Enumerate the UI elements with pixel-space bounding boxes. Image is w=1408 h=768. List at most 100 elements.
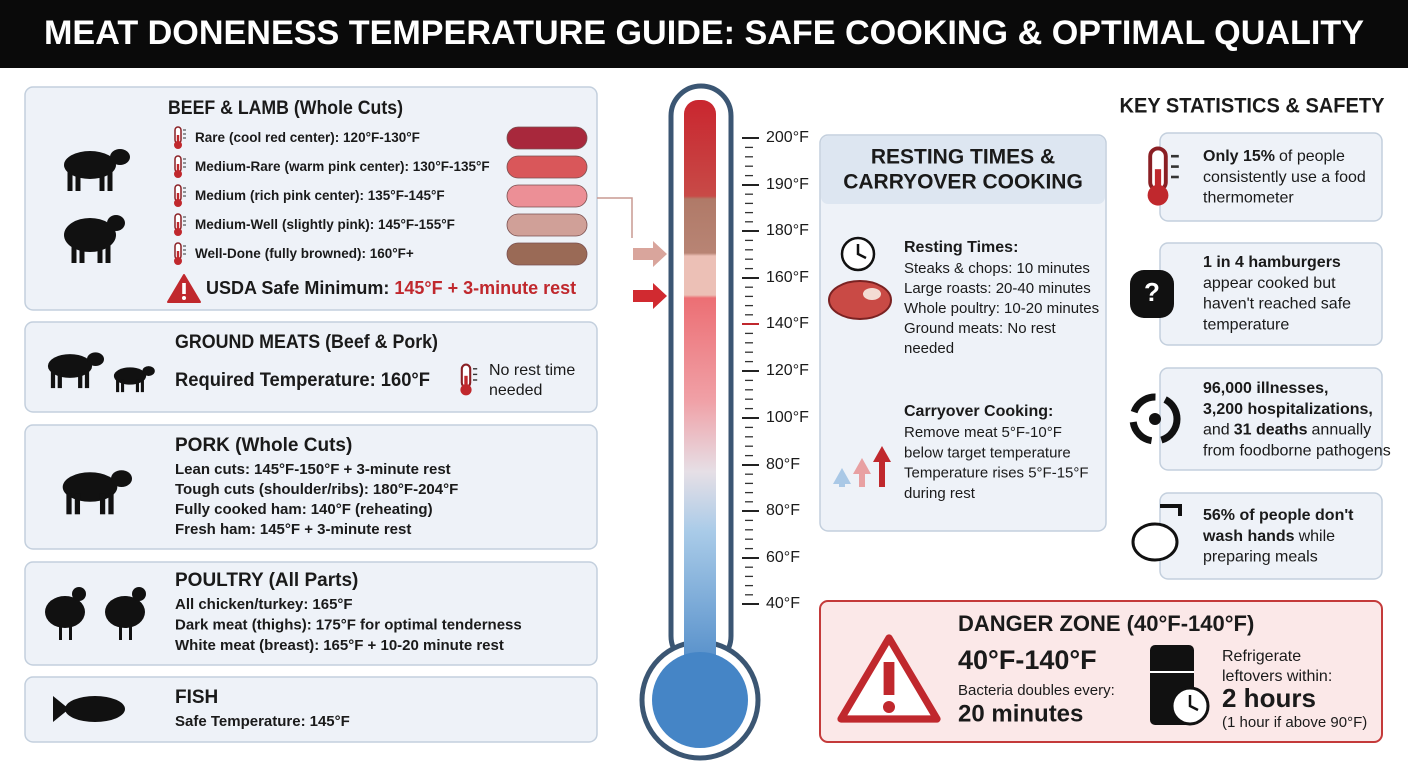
stat-text: 56% of people don't — [1203, 507, 1354, 524]
stat-line: Only 15% of people — [1203, 148, 1345, 165]
required-temperature: Required Temperature: 160°F — [175, 370, 430, 391]
stat-line: wash hands while — [1202, 528, 1335, 545]
doneness-level: Medium (rich pink center): 135°F-145°F — [195, 188, 445, 203]
icon-part — [105, 596, 145, 628]
scale-label: 40°F — [766, 595, 800, 612]
temperature-item: Fully cooked ham: 140°F (reheating) — [175, 501, 433, 518]
rise-arrow — [839, 482, 845, 487]
thermometer-icon — [1147, 146, 1179, 206]
temperature-item-label: Safe Temperature: — [175, 713, 306, 730]
scale-label: 120°F — [766, 362, 809, 379]
panel-title: RESTING TIMES & — [871, 146, 1055, 169]
temperature-item: Lean cuts: 145°F-150°F + 3-minute rest — [175, 461, 451, 478]
icon-part — [87, 352, 104, 366]
stat-text: and — [1203, 422, 1230, 439]
section-title: GROUND MEATS (Beef & Pork) — [175, 332, 438, 353]
usda-label: USDA Safe Minimum: — [206, 278, 389, 298]
doneness-level-value: (fully browned): 160°F+ — [265, 246, 414, 261]
section-title: BEEF & LAMB (Whole Cuts) — [168, 98, 403, 119]
temperature-item: Dark meat (thighs): 175°F for optimal ten… — [175, 616, 522, 633]
icon-part — [174, 199, 182, 207]
temperature-item-label: Lean cuts: — [175, 461, 250, 478]
doneness-level-label: Medium-Rare — [195, 159, 281, 174]
scale-label: 60°F — [766, 549, 800, 566]
stats-title: KEY STATISTICS & SAFETY — [1120, 95, 1385, 118]
clock-hands — [856, 244, 867, 260]
temperature-item-value: 165°F — [312, 596, 352, 613]
stat-line: appear cooked but — [1203, 275, 1336, 292]
icon-part — [65, 696, 125, 722]
cow-icon — [47, 352, 104, 389]
stat-line: haven't reached safe — [1203, 296, 1351, 313]
stat-line: consistently use a food — [1203, 169, 1366, 186]
subheading: Resting Times: — [904, 239, 1018, 256]
fridge-clock-hands — [1188, 695, 1199, 712]
chicken-icon — [45, 587, 86, 640]
icon-part — [84, 371, 90, 389]
resting-header — [821, 136, 1105, 204]
hands-icon — [1131, 522, 1179, 562]
icon-part — [883, 701, 895, 713]
resting-panel — [819, 134, 1107, 532]
resting-line: Steaks & chops: 10 minutes — [904, 260, 1090, 277]
fridge-note: Refrigerate — [1222, 648, 1301, 665]
rise-arrow-head — [853, 458, 871, 474]
temperature-item-value: 175°F for optimal tenderness — [316, 616, 522, 633]
pointer-arrow — [633, 283, 667, 309]
stat-text: annually — [1312, 422, 1372, 439]
resting-line: Large roasts: 20-40 minutes — [904, 280, 1091, 297]
stat-text: wash hands — [1202, 528, 1295, 545]
temperature-item-value: 180°F-204°F — [373, 481, 458, 498]
doneness-level-value: (cool red center): 120°F-130°F — [229, 130, 420, 145]
icon-part — [69, 626, 72, 640]
fridge-sub: (1 hour if above 90°F) — [1222, 714, 1367, 731]
icon-part — [99, 493, 106, 515]
fridge-time: 2 hours — [1222, 683, 1316, 713]
icon-part — [176, 135, 180, 143]
temperature-item-label: Fresh ham: — [175, 521, 256, 538]
icon-part — [71, 243, 77, 263]
doneness-level: Well-Done (fully browned): 160°F+ — [195, 246, 414, 261]
stat-line: from foodborne pathogens — [1203, 443, 1391, 460]
pointer-arrow — [633, 241, 667, 267]
icon-part — [176, 164, 180, 172]
doneness-swatch — [506, 155, 588, 179]
rise-arrow — [879, 460, 885, 487]
scale-label: 200°F — [766, 129, 809, 146]
stat-line: 3,200 hospitalizations, — [1203, 401, 1373, 418]
fridge-note: leftovers within: — [1222, 668, 1332, 685]
temperature-item: Tough cuts (shoulder/ribs): 180°F-204°F — [175, 481, 458, 498]
icon-part — [119, 626, 122, 640]
icon-part — [176, 193, 180, 201]
icon-part — [53, 696, 69, 722]
rise-arrow-head — [833, 468, 851, 484]
rise-arrow — [859, 472, 865, 487]
rest-note: No rest time — [489, 362, 575, 379]
icon-part — [110, 149, 130, 165]
danger-time: 20 minutes — [958, 700, 1083, 727]
cow-icon — [64, 149, 130, 191]
icon-part — [107, 171, 113, 191]
icon-part — [460, 384, 472, 396]
temperature-item-label: Tough cuts (shoulder/ribs): — [175, 481, 369, 498]
fish-panel — [24, 676, 598, 743]
stat-text: thermometer — [1203, 190, 1294, 207]
steak-icon — [828, 280, 892, 320]
temperature-item-value: 140°F (reheating) — [311, 501, 433, 518]
thermometer-icon — [460, 363, 478, 396]
stat-text: consistently use a food — [1203, 169, 1366, 186]
temperature-item-value: 165°F + 10-20 minute rest — [323, 637, 504, 654]
doneness-level-label: Rare — [195, 130, 226, 145]
temperature-item: All chicken/turkey: 165°F — [175, 596, 353, 613]
icon-part — [64, 218, 116, 252]
icon-part — [79, 243, 85, 263]
scale-label: 80°F — [766, 456, 800, 473]
ground-panel — [24, 321, 598, 413]
icon-part — [105, 243, 111, 263]
connector-line — [597, 197, 633, 238]
stat-line: 56% of people don't — [1203, 507, 1354, 524]
stat-text: of people — [1279, 148, 1345, 165]
page-title: MEAT DONENESS TEMPERATURE GUIDE: SAFE CO… — [44, 14, 1364, 52]
stat-line: 1 in 4 hamburgers — [1203, 254, 1341, 271]
stat-text: 3,200 hospitalizations, — [1203, 401, 1373, 418]
